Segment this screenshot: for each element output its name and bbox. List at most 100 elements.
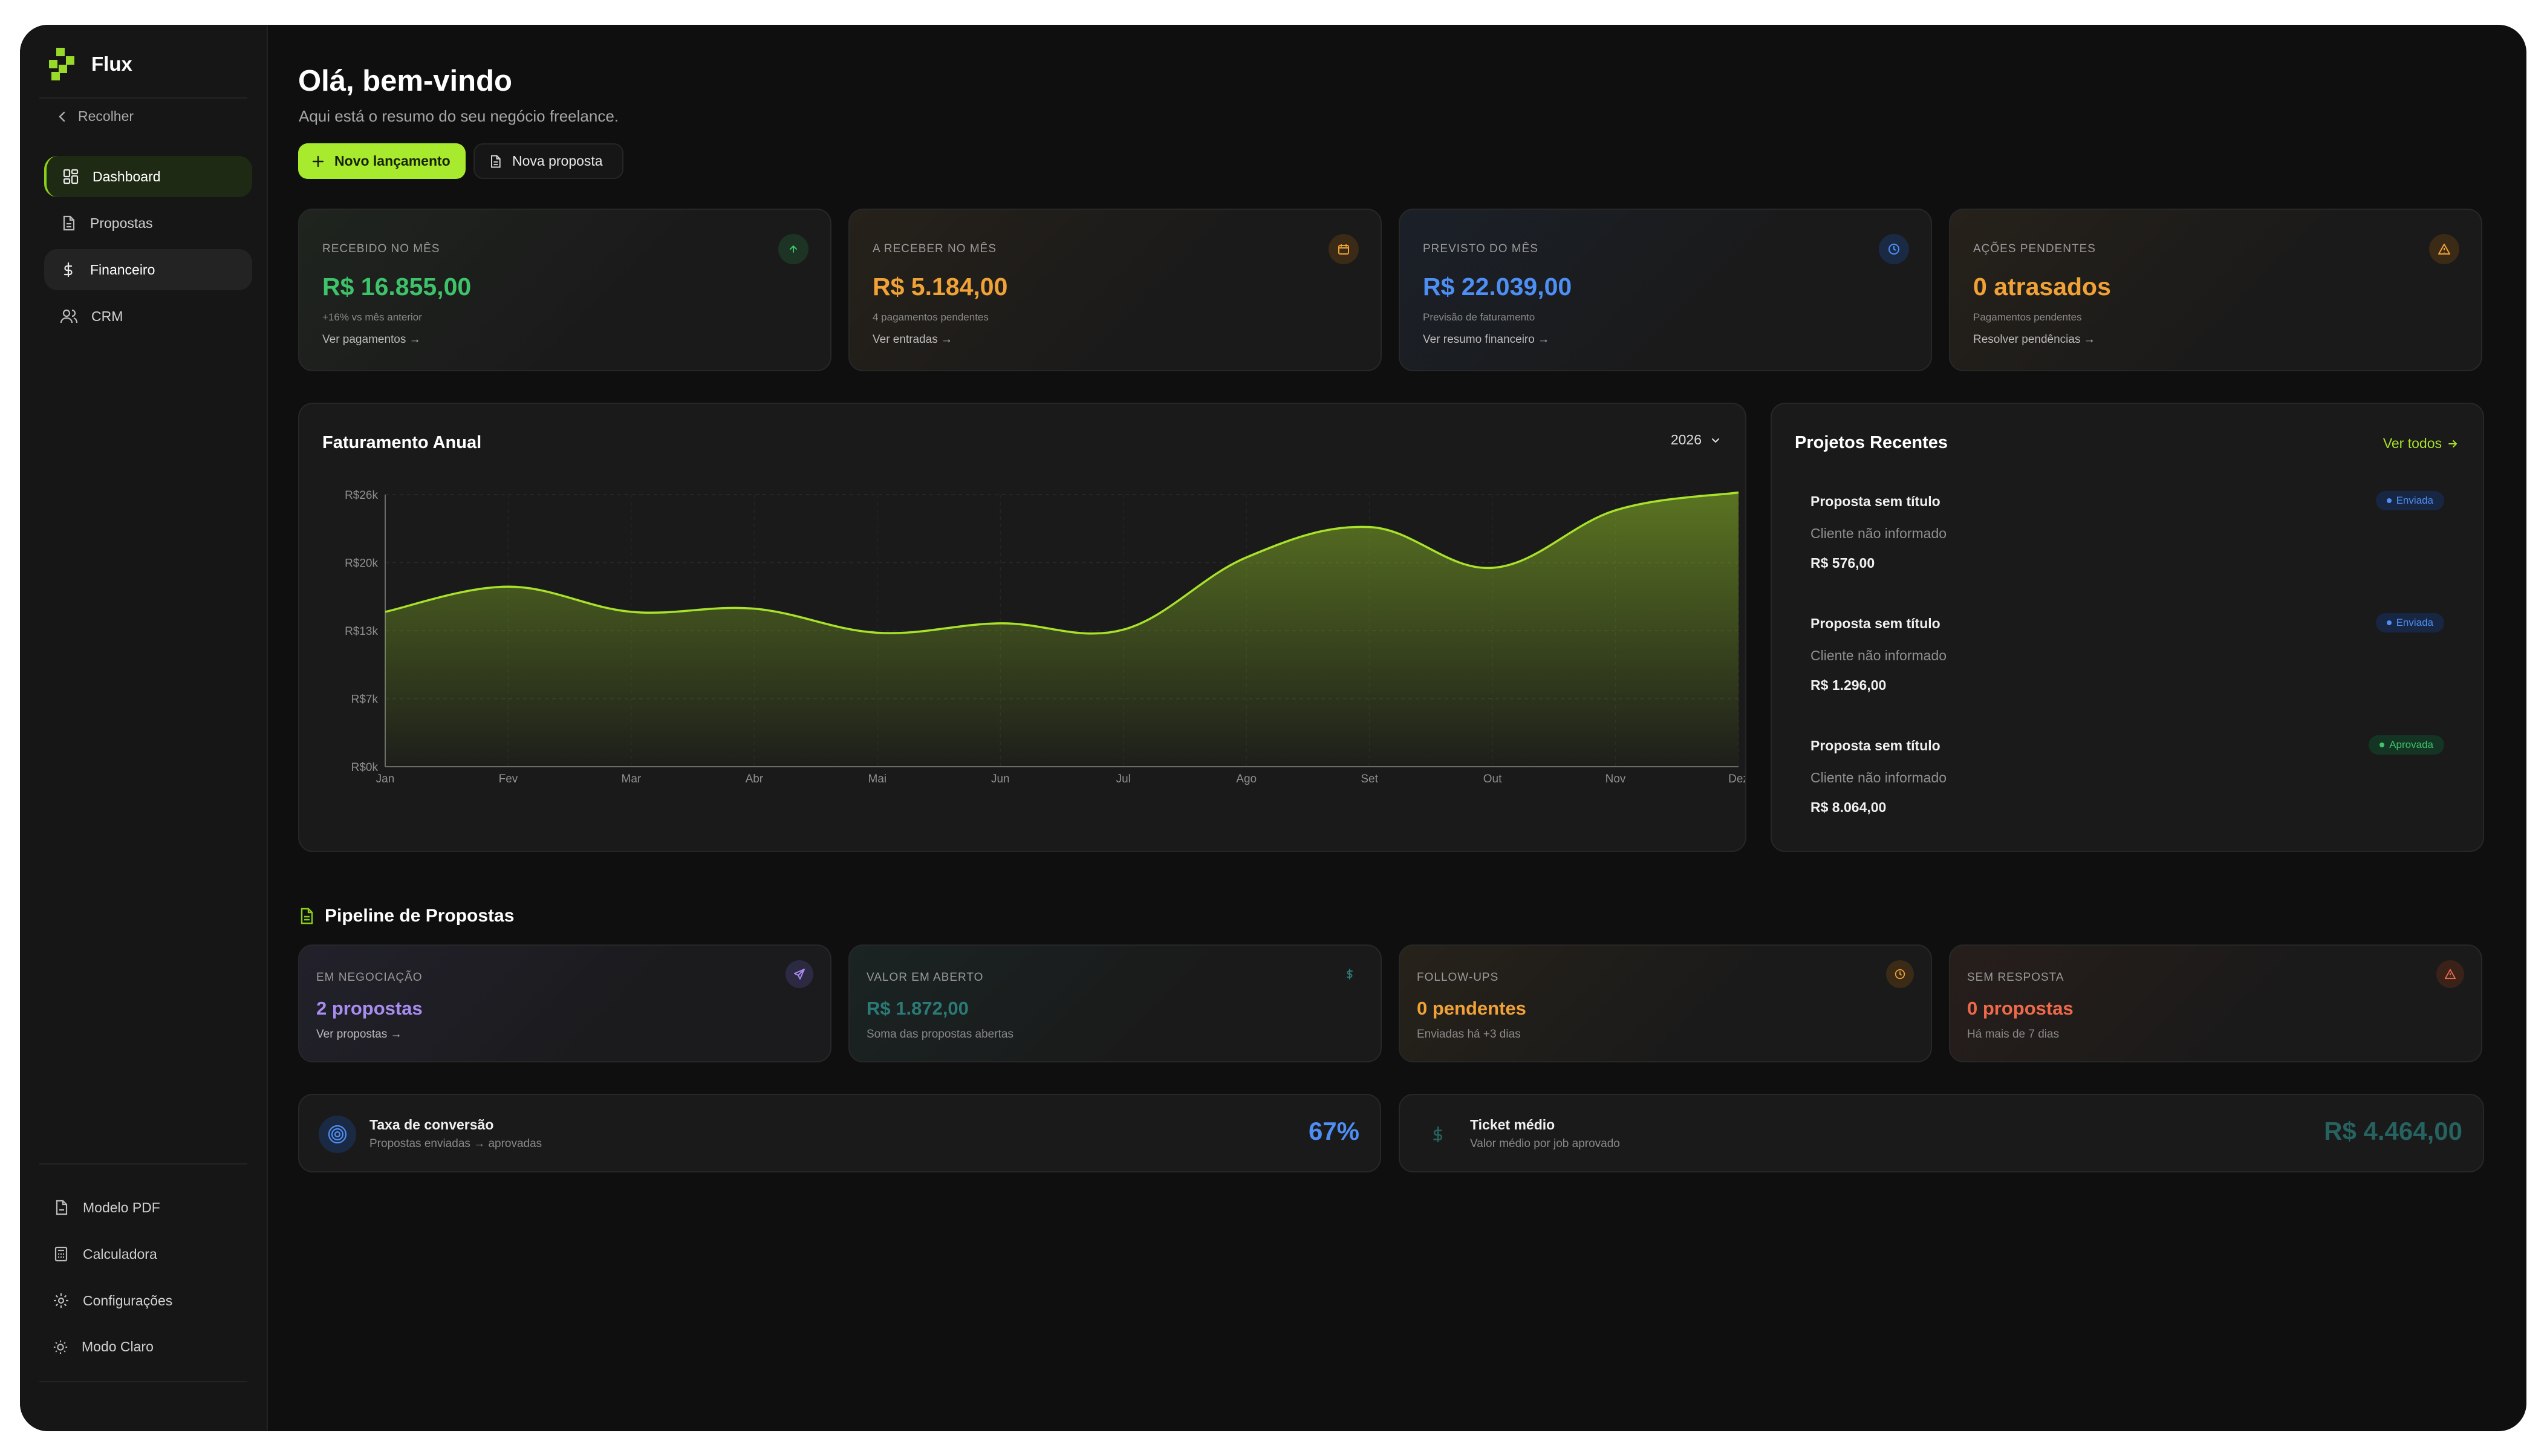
- chart-title: Faturamento Anual: [322, 433, 482, 452]
- project-value: R$ 8.064,00: [1810, 799, 1887, 815]
- kpi-card-previsto[interactable]: PREVISTO DO MÊS R$ 22.039,00 Previsão de…: [1399, 209, 1932, 371]
- project-item[interactable]: Proposta sem título Cliente não informad…: [1810, 613, 2444, 694]
- status-badge: Aprovada: [2369, 735, 2444, 755]
- pipeline-card-valor-aberto[interactable]: VALOR EM ABERTO R$ 1.872,00 Soma das pro…: [848, 944, 1382, 1062]
- project-client: Cliente não informado: [1810, 770, 1947, 785]
- x-tick-label: Abr: [746, 773, 764, 785]
- x-tick-label: Fev: [499, 773, 518, 785]
- project-value: R$ 576,00: [1810, 555, 1875, 571]
- divider: [39, 1381, 247, 1382]
- kpi-card-a-receber[interactable]: A RECEBER NO MÊS R$ 5.184,00 4 pagamento…: [848, 209, 1382, 371]
- dollar-icon: [1419, 1116, 1457, 1153]
- conversion-subtitle: Propostas enviadas → aprovadas: [369, 1137, 542, 1150]
- revenue-chart-card: Faturamento Anual 2026 R$0k R$7k R$13k R$20…: [298, 403, 1746, 852]
- pdf-icon: [56, 1200, 68, 1215]
- revenue-area-chart: R$0k R$7k R$13k R$20k R$26k Jan Fev Mar Abr Mai J…: [345, 489, 1745, 785]
- y-tick-label: R$20k: [345, 557, 378, 570]
- sun-icon: [53, 1340, 68, 1354]
- page-title: Olá, bem-vindo: [298, 65, 512, 97]
- kpi-value: R$ 22.039,00: [1423, 273, 1572, 301]
- kpi-value: R$ 16.855,00: [322, 273, 472, 301]
- page-subtitle: Aqui está o resumo do seu negócio freela…: [299, 107, 619, 125]
- pipeline-label: VALOR EM ABERTO: [867, 971, 984, 984]
- chevron-left-icon: [59, 111, 65, 122]
- kpi-label: RECEBIDO NO MÊS: [322, 242, 440, 255]
- ticket-subtitle: Valor médio por job aprovado: [1470, 1137, 1620, 1150]
- project-item[interactable]: Proposta sem título Cliente não informad…: [1810, 491, 2444, 571]
- arrow-up-icon: [778, 234, 808, 264]
- dollar-icon: [63, 262, 73, 278]
- sidebar-item-label: Dashboard: [93, 168, 161, 184]
- sidebar-item-configuracoes[interactable]: Configurações: [53, 1292, 172, 1309]
- pipeline-value: 0 propostas: [1967, 998, 2074, 1019]
- sidebar-item-dashboard[interactable]: Dashboard: [44, 156, 252, 197]
- ticket-title: Ticket médio: [1470, 1117, 1555, 1133]
- pipeline-title: Pipeline de Propostas: [325, 906, 515, 926]
- new-entry-button[interactable]: Novo lançamento: [298, 143, 466, 179]
- kpi-link[interactable]: Ver resumo financeiro →: [1423, 333, 1550, 346]
- sidebar: Flux Recolher Dashboard Propostas Financ…: [20, 25, 268, 1431]
- pipeline-card-sem-resposta[interactable]: SEM RESPOSTA 0 propostas Há mais de 7 di…: [1949, 944, 2482, 1062]
- flux-logo-icon: [49, 48, 74, 80]
- sidebar-item-crm[interactable]: CRM: [44, 296, 252, 337]
- recent-projects-card: Projetos Recentes Ver todos Proposta sem…: [1771, 403, 2484, 852]
- sidebar-item-modo-claro[interactable]: Modo Claro: [53, 1339, 154, 1355]
- x-tick-label: Out: [1483, 773, 1502, 785]
- kpi-card-recebido[interactable]: RECEBIDO NO MÊS R$ 16.855,00 +16% vs mês…: [298, 209, 831, 371]
- y-tick-label: R$13k: [345, 625, 378, 638]
- ticket-value: R$ 4.464,00: [2324, 1117, 2462, 1145]
- pipeline-value: 0 pendentes: [1417, 998, 1526, 1019]
- kpi-card-acoes-pendentes[interactable]: AÇÕES PENDENTES 0 atrasados Pagamentos p…: [1949, 209, 2482, 371]
- chart-line: [385, 491, 1739, 635]
- collapse-sidebar-button[interactable]: Recolher: [57, 108, 134, 125]
- sidebar-item-propostas[interactable]: Propostas: [44, 203, 252, 244]
- x-tick-label: Jan: [376, 773, 395, 785]
- sidebar-item-financeiro[interactable]: Financeiro: [44, 249, 252, 290]
- pipeline-note: Há mais de 7 dias: [1967, 1028, 2060, 1041]
- pipeline-section-title: Pipeline de Propostas: [298, 906, 514, 926]
- x-tick-label: Nov: [1605, 773, 1626, 785]
- chart-area: [385, 492, 1739, 767]
- status-label: Enviada: [2396, 617, 2433, 628]
- projects-title: Projetos Recentes: [1795, 433, 1948, 452]
- pipeline-note: Enviadas há +3 dias: [1417, 1028, 1521, 1041]
- brand[interactable]: Flux: [45, 47, 132, 82]
- sidebar-item-label: CRM: [91, 308, 123, 324]
- kpi-link[interactable]: Resolver pendências →: [1973, 333, 2095, 346]
- sidebar-item-calculadora[interactable]: Calculadora: [53, 1246, 157, 1263]
- pipeline-card-negociacao[interactable]: EM NEGOCIAÇÃO 2 propostas Ver propostas …: [298, 944, 831, 1062]
- dollar-icon: [1336, 960, 1364, 988]
- year-select[interactable]: 2026: [1671, 432, 1721, 448]
- kpi-note: Previsão de faturamento: [1423, 311, 1535, 323]
- status-badge: Enviada: [2375, 613, 2444, 632]
- project-client: Cliente não informado: [1810, 525, 1947, 541]
- new-entry-label: Novo lançamento: [334, 153, 451, 169]
- x-tick-label: Mai: [868, 773, 887, 785]
- users-icon: [60, 309, 78, 323]
- project-client: Cliente não informado: [1810, 648, 1947, 663]
- new-proposal-button[interactable]: Nova proposta: [473, 143, 623, 179]
- conversion-value: 67%: [1308, 1117, 1359, 1145]
- divider: [39, 1163, 247, 1165]
- chevron-down-icon: [1712, 438, 1719, 443]
- divider: [39, 97, 247, 99]
- kpi-value: R$ 5.184,00: [873, 273, 1008, 301]
- kpi-link[interactable]: Ver pagamentos →: [322, 333, 421, 346]
- sidebar-item-modelo-pdf[interactable]: Modelo PDF: [53, 1199, 160, 1216]
- kpi-label: AÇÕES PENDENTES: [1973, 242, 2096, 255]
- warning-icon: [2429, 234, 2459, 264]
- status-label: Aprovada: [2389, 739, 2433, 750]
- sidebar-item-label: Modelo PDF: [83, 1199, 160, 1215]
- kpi-value: 0 atrasados: [1973, 273, 2111, 301]
- pipeline-card-follow-ups[interactable]: FOLLOW-UPS 0 pendentes Enviadas há +3 di…: [1399, 944, 1932, 1062]
- x-tick-label: Mar: [622, 773, 642, 785]
- pipeline-value: R$ 1.872,00: [867, 998, 969, 1019]
- project-item[interactable]: Proposta sem título Cliente não informad…: [1810, 735, 2444, 816]
- view-all-link[interactable]: Ver todos: [2383, 435, 2459, 452]
- kpi-note: +16% vs mês anterior: [322, 311, 422, 323]
- collapse-label: Recolher: [78, 108, 134, 124]
- pipeline-label: EM NEGOCIAÇÃO: [316, 971, 423, 984]
- pipeline-link[interactable]: Ver propostas →: [316, 1028, 402, 1041]
- kpi-link[interactable]: Ver entradas →: [873, 333, 953, 346]
- project-title: Proposta sem título: [1810, 738, 1940, 753]
